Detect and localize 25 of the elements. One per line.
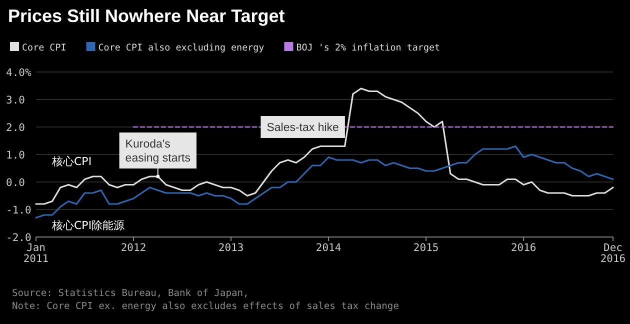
y-tick-label: -1.0 xyxy=(6,204,32,216)
y-tick-label: 1.0 xyxy=(6,150,25,162)
legend-label: Core CPI xyxy=(22,42,66,54)
x-tick-label: 2013 xyxy=(218,242,244,254)
annotation: Kuroda's easing starts xyxy=(125,138,191,164)
y-tick-label: 3.0 xyxy=(6,94,25,106)
series-label: 核心CPI xyxy=(52,155,92,168)
x-tick-label: 2016 xyxy=(510,242,536,254)
text: Note: Core CPI ex. energy also excludes effects of sales tax change xyxy=(12,301,400,312)
x-tick-label: Dec 2016 xyxy=(600,242,626,265)
y-tick-label: 2.0 xyxy=(6,122,25,134)
legend-label: BOJ 's 2% inflation target xyxy=(296,42,440,54)
chart-title: Prices Still Nowhere Near Target xyxy=(8,6,285,26)
y-tick-label: 4.0% xyxy=(6,67,32,79)
y-tick-label: -2.0 xyxy=(6,232,32,244)
x-tick-label: 2012 xyxy=(120,242,146,254)
x-tick-label: 2015 xyxy=(413,242,439,254)
series-label: 核心CPI除能源 xyxy=(52,219,125,232)
x-tick-label: Jan 2011 xyxy=(23,242,49,265)
x-tick-label: 2014 xyxy=(316,242,342,254)
annotation: Sales-tax hike xyxy=(260,116,345,138)
y-tick-label: 0.0 xyxy=(6,177,25,189)
annotation: Sales-tax hike xyxy=(266,122,339,134)
source-note: Source: Statistics Bureau, Bank of Japan, xyxy=(12,288,249,299)
legend-label: Core CPI also excluding energy xyxy=(98,42,265,54)
